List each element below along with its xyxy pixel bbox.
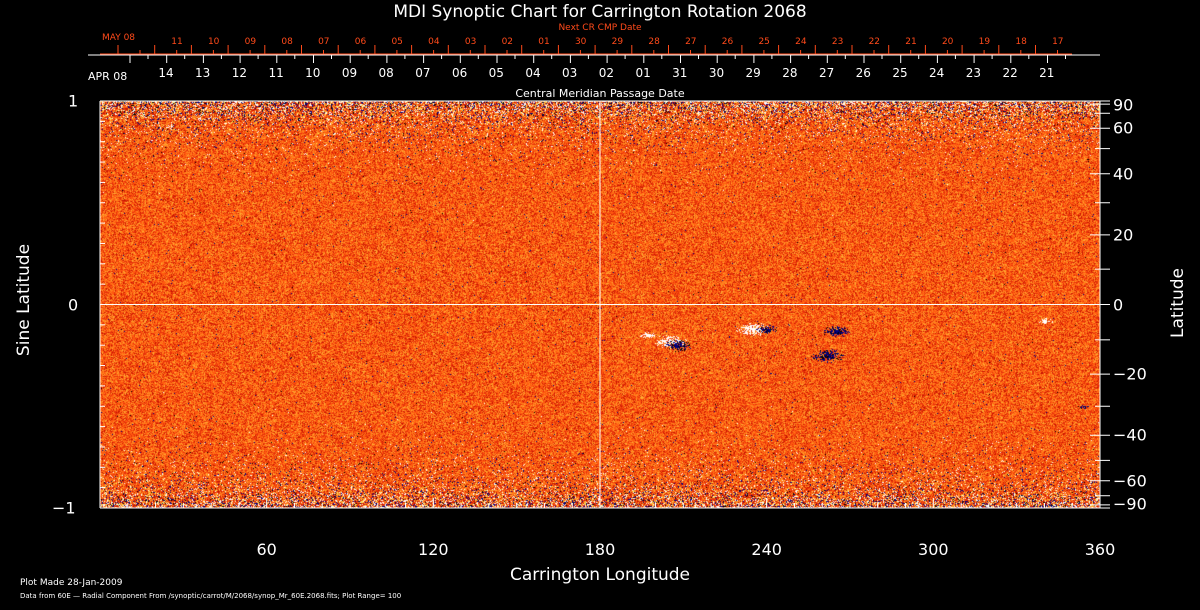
cmp-date-label: 08 (378, 66, 394, 80)
y-right-tick-label: −20 (1113, 364, 1147, 384)
cmp-date-label: 21 (1039, 66, 1055, 80)
x-tick-label: 180 (584, 540, 616, 559)
next-cr-date-label: 07 (318, 37, 330, 47)
next-cr-date-label: 02 (501, 37, 514, 47)
next-cr-date-label: 06 (354, 37, 367, 47)
cmp-axis-label: Central Meridian Passage Date (515, 87, 685, 100)
x-tick-label: 300 (918, 540, 949, 559)
cmp-date-label: 22 (1002, 66, 1018, 80)
cmp-date-label: 03 (562, 66, 578, 80)
cmp-date-label: 10 (305, 66, 321, 80)
next-cr-date-label: 27 (685, 37, 697, 47)
x-tick-label: 120 (418, 540, 449, 559)
cmp-date-label: 26 (855, 66, 871, 80)
cmp-date-label: 30 (708, 66, 725, 80)
x-axis-label: Carrington Longitude (509, 565, 691, 585)
cmp-date-label: 04 (525, 66, 541, 80)
next-cr-date-label: 24 (795, 37, 807, 47)
plot-made-note: Plot Made 28-Jan-2009 (20, 578, 123, 588)
cmp-date-label: 28 (782, 66, 798, 80)
next-cr-date-label: 01 (538, 37, 550, 47)
next-cr-date-label: 17 (1052, 37, 1064, 47)
cmp-date-label: 09 (341, 66, 358, 80)
next-cr-date-label: 18 (1015, 37, 1027, 47)
y-right-tick-label: 40 (1113, 164, 1134, 184)
next-cr-date-label: 22 (868, 37, 881, 47)
x-tick-label: 240 (751, 540, 782, 559)
y-right-tick-label: −40 (1113, 425, 1147, 445)
y-right-tick-label: 60 (1113, 118, 1134, 138)
next-cr-axis-label: Next CR CMP Date (558, 23, 642, 33)
next-cr-date-label: 29 (611, 37, 624, 47)
next-cr-date-label: 28 (648, 37, 660, 47)
y-axis-label: Sine Latitude (14, 243, 35, 357)
cmp-date-label: 24 (929, 66, 945, 80)
cmp-date-label: 06 (451, 66, 468, 80)
next-cr-date-label: 19 (978, 37, 991, 47)
cmp-date-label: 11 (268, 66, 284, 80)
x-tick-label: 60 (256, 540, 277, 559)
next-cr-date-label: 03 (464, 37, 477, 47)
next-cr-date-label: 09 (244, 37, 257, 47)
next-cr-date-label: 08 (281, 37, 293, 47)
cmp-date-label: 12 (231, 66, 248, 80)
y-right-tick-label: 20 (1113, 225, 1134, 245)
y-tick-label: −1 (52, 498, 76, 518)
next-cr-date-label: 30 (574, 37, 587, 47)
cmp-date-label: 13 (195, 66, 211, 80)
next-cr-date-label: 10 (207, 37, 220, 47)
y-right-tick-label: −60 (1113, 471, 1147, 491)
x-tick-label: 360 (1084, 540, 1116, 559)
cmp-start-month: APR 08 (88, 70, 128, 83)
chart-title: MDI Synoptic Chart for Carrington Rotati… (393, 2, 807, 22)
cmp-date-label: 07 (415, 66, 431, 80)
y-right-tick-label: 0 (1113, 295, 1124, 314)
cmp-date-label: 02 (598, 66, 615, 80)
cmp-date-label: 14 (158, 66, 174, 80)
cmp-date-label: 23 (965, 66, 982, 80)
y-right-tick-label: 90 (1113, 95, 1134, 115)
data-source-note: Data from 60E — Radial Component From /s… (20, 592, 402, 600)
next-cr-date-label: 11 (171, 37, 183, 47)
cmp-date-label: 01 (635, 66, 651, 80)
next-cr-date-label: 04 (428, 37, 440, 47)
cmp-date-label: 25 (892, 66, 908, 80)
next-cr-date-label: 25 (758, 37, 770, 47)
next-cr-date-label: 05 (391, 37, 403, 47)
y-tick-label: 1 (68, 91, 79, 111)
cmp-date-label: 29 (745, 66, 761, 80)
next-cr-date-label: 21 (905, 37, 917, 47)
next-cr-date-label: 26 (721, 37, 734, 47)
y-tick-label: 0 (68, 295, 79, 314)
next-cr-date-label: 20 (941, 37, 954, 47)
cmp-date-label: 05 (488, 66, 504, 80)
y-right-tick-label: −90 (1113, 494, 1147, 514)
next-cr-start-month: MAY 08 (102, 33, 136, 43)
cmp-date-label: 27 (818, 66, 835, 80)
y-axis-right-label: Latitude (1167, 268, 1188, 338)
next-cr-date-label: 23 (831, 37, 844, 47)
cmp-date-label: 31 (672, 66, 688, 80)
